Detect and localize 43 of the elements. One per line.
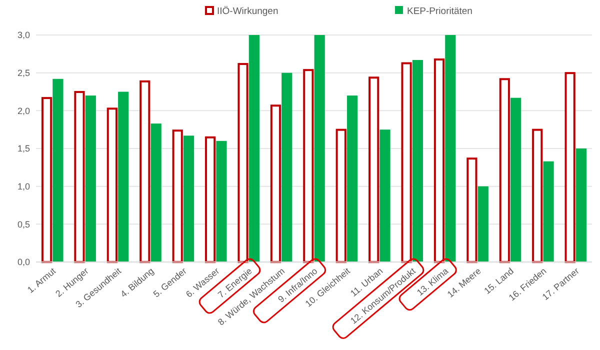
bar xyxy=(336,128,346,263)
y-tick-label: 1,0 xyxy=(17,181,30,192)
bar xyxy=(172,130,183,263)
bar xyxy=(303,69,314,263)
bar xyxy=(434,58,445,263)
bar xyxy=(314,35,325,262)
bar xyxy=(118,92,129,262)
y-tick-label: 1,5 xyxy=(17,144,30,154)
bar xyxy=(401,62,412,263)
bar xyxy=(510,98,522,262)
bar xyxy=(74,90,85,263)
bar xyxy=(282,72,292,262)
bar xyxy=(204,136,216,263)
bar xyxy=(412,60,424,262)
bar xyxy=(150,124,162,262)
y-tick-label: 2,0 xyxy=(17,106,30,116)
bar xyxy=(445,35,456,262)
y-tick-label: 0,5 xyxy=(17,219,30,230)
bar xyxy=(85,96,96,262)
bar xyxy=(140,80,150,263)
bar xyxy=(41,97,52,263)
bar xyxy=(106,108,118,263)
bar xyxy=(270,104,282,263)
bar xyxy=(576,148,587,262)
bar xyxy=(248,35,260,262)
bar xyxy=(52,78,64,262)
y-tick-label: 2,5 xyxy=(17,68,30,78)
bar xyxy=(466,158,478,263)
bar xyxy=(216,140,227,262)
y-tick-label: 3,0 xyxy=(17,30,30,40)
legend-label: IIÖ-Wirkungen xyxy=(217,6,278,17)
y-tick-label: 0,0 xyxy=(17,257,30,268)
bar xyxy=(368,76,380,263)
bar xyxy=(380,130,390,262)
bar xyxy=(543,161,554,262)
bar xyxy=(532,128,543,263)
bar xyxy=(238,62,248,263)
bar xyxy=(499,78,510,263)
bar xyxy=(346,96,358,262)
bar xyxy=(564,72,576,263)
bar xyxy=(478,186,488,262)
bar xyxy=(183,136,194,262)
legend-label: KEP-Prioritäten xyxy=(407,6,472,17)
